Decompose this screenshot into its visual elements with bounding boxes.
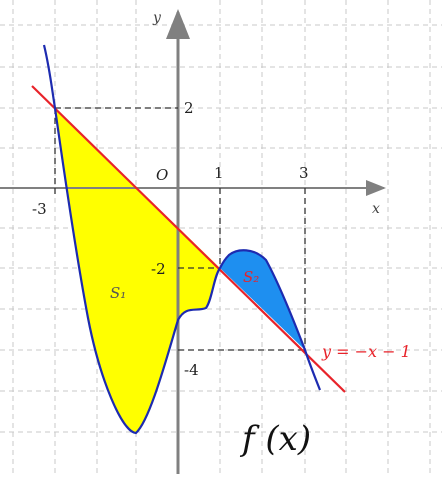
y-tick-neg2: -2 (151, 260, 166, 278)
x-axis-label: x (372, 201, 380, 217)
y-tick-2: 2 (184, 99, 194, 117)
line-y-neg-x-minus-1 (31, 85, 346, 393)
region-s2 (220, 250, 305, 350)
y-tick-neg4: -4 (184, 361, 199, 379)
function-curve (42, 44, 322, 435)
function-label: f (x) (239, 419, 311, 459)
y-axis-label: y (152, 10, 162, 26)
region-s2-label: S₂ (243, 268, 259, 286)
origin-label: O (156, 166, 168, 184)
x-tick-1: 1 (214, 164, 224, 182)
x-tick-neg3: -3 (32, 200, 47, 218)
guide-lines (54, 107, 306, 351)
x-tick-3: 3 (299, 164, 309, 182)
region-s1-label: S₁ (110, 284, 126, 302)
line-equation-label: y = −x − 1 (321, 342, 411, 361)
